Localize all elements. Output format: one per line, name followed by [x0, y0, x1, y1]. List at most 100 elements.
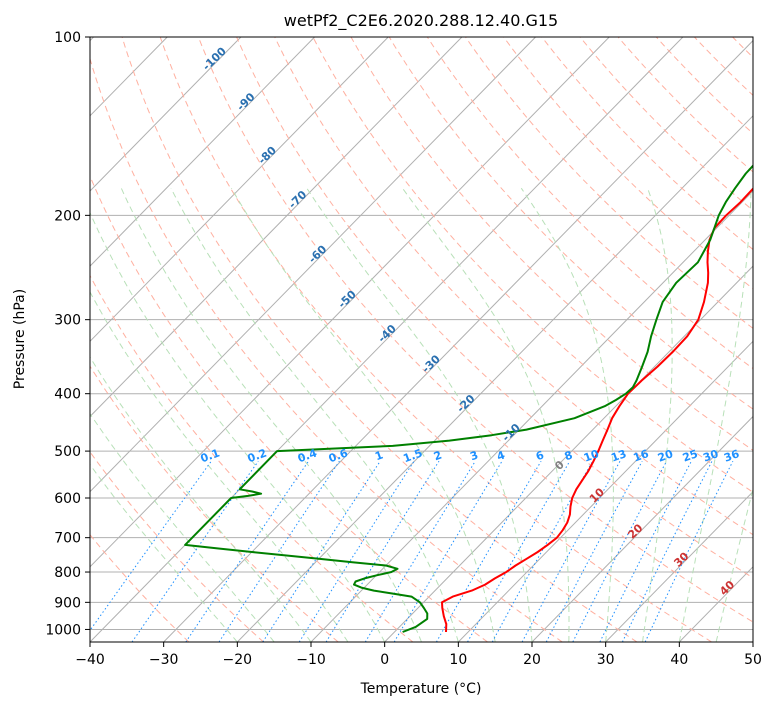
moist-adiabat: [715, 487, 753, 642]
isotherm-line: [90, 37, 242, 192]
isotherm-line: [236, 115, 753, 642]
series-layer: [184, 164, 753, 633]
moist-adiabat: [170, 187, 459, 642]
moist-adiabat: [90, 412, 275, 642]
y-axis: 100 200 300 400 500 600 700 800 900 1000: [45, 30, 90, 638]
mixing-ratio-label: 4: [495, 448, 507, 463]
moist-adiabat: [90, 290, 349, 642]
dry-adiabat: [426, 37, 753, 370]
temperature-line: [441, 187, 753, 633]
mixing-ratio-line: [644, 460, 734, 642]
dry-adiabat: [90, 57, 563, 642]
mixing-ratio-label: 13: [609, 447, 628, 464]
mixing-ratio-label: 20: [656, 447, 675, 465]
mixing-ratio-label: 0.2: [246, 446, 269, 465]
x-tick-label: 10: [449, 652, 467, 668]
plot-area: [90, 37, 753, 642]
dry-adiabat: [465, 37, 753, 329]
mixing-ratio-label: 2: [432, 448, 444, 463]
y-tick-label: 800: [54, 565, 81, 581]
y-tick-label: 200: [54, 208, 81, 224]
mixing-ratio-line: [435, 460, 542, 642]
mixing-ratio-label: 3: [468, 448, 480, 463]
y-tick-label: 700: [54, 531, 81, 547]
isotherm-line: [90, 37, 463, 418]
mixing-ratio-line: [364, 460, 476, 642]
dry-adiabat: [90, 174, 488, 642]
y-tick-label: 900: [54, 595, 81, 611]
dry-adiabat: [236, 37, 753, 579]
mixing-ratio-label: 0.1: [199, 446, 222, 465]
isotherm-line: [605, 490, 753, 642]
dry-adiabat: [121, 37, 638, 642]
isotherm-line: [310, 190, 753, 642]
y-tick-label: 400: [54, 387, 81, 403]
isotherm-line: [531, 415, 753, 642]
chart-title: wetPf2_C2E6.2020.288.12.40.G15: [284, 11, 558, 31]
x-tick-label: 40: [670, 652, 688, 668]
mixing-ratio-line: [621, 460, 713, 642]
mixing-ratio-label: 10: [582, 447, 601, 465]
dry-adiabat: [159, 37, 712, 642]
isotherm-line: [163, 39, 753, 642]
x-axis-title: Temperature (°C): [360, 681, 482, 697]
dry-adiabat: [350, 37, 753, 451]
mixing-ratio-label: 8: [563, 448, 575, 463]
isotherm-line: [384, 265, 753, 642]
moist-adiabat: [678, 188, 752, 642]
y-axis-title: Pressure (hPa): [12, 289, 28, 389]
mixing-ratio-line: [572, 460, 668, 642]
mixing-ratio-line: [218, 460, 340, 642]
dry-adiabat: [579, 37, 753, 212]
mixing-ratio-line: [467, 460, 571, 642]
x-tick-label: 0: [380, 652, 389, 668]
mixing-ratio-line: [90, 460, 212, 632]
moist-adiabat: [230, 187, 496, 642]
mixing-ratio-line: [393, 460, 503, 642]
dry-adiabat: [312, 37, 753, 493]
mixing-ratio-label: 1.5: [402, 446, 425, 465]
y-tick-label: 300: [54, 313, 81, 329]
mixing-ratio-line: [325, 460, 440, 642]
mixing-ratio-label: 0.4: [296, 446, 319, 465]
mixing-ratio-label: 6: [534, 448, 546, 463]
mixing-ratio-line: [131, 460, 259, 642]
dry-adiabat: [274, 37, 753, 536]
dewpoint-line: [184, 164, 753, 633]
dry-adiabat: [90, 451, 264, 642]
mixing-ratio-label: 25: [681, 447, 700, 464]
mixing-ratio-layer: [90, 460, 734, 642]
moist-adiabat: [642, 188, 673, 642]
y-tick-label: 600: [54, 491, 81, 507]
isotherm-line: [90, 37, 536, 493]
mixing-ratio-label: 36: [722, 447, 741, 465]
x-axis: −40 −30 −20 −10 0 10 20 30 40 50: [75, 642, 762, 668]
isotherm-line: [90, 37, 610, 568]
isotherm-line: [457, 340, 753, 642]
dry-adiabat: [617, 37, 753, 173]
moist-adiabat: [90, 211, 386, 642]
x-tick-label: −30: [149, 652, 179, 668]
mixing-ratio-label: 0.6: [327, 446, 350, 465]
moist-adiabat: [520, 187, 614, 642]
isotherm-line: [90, 37, 315, 267]
y-tick-label: 1000: [45, 622, 81, 638]
isotherm-line: [90, 37, 389, 343]
x-tick-label: −10: [296, 652, 326, 668]
x-tick-label: 20: [523, 652, 541, 668]
x-tick-label: 50: [744, 652, 762, 668]
y-tick-label: 500: [54, 444, 81, 460]
mixing-ratio-line: [599, 460, 692, 642]
dry-adiabat: [90, 274, 414, 642]
adiabat-layer: [90, 37, 753, 642]
x-tick-label: 30: [597, 652, 615, 668]
moist-adiabat: [120, 187, 422, 642]
mixing-ratio-label: 1: [373, 448, 385, 463]
x-tick-label: −20: [223, 652, 253, 668]
moist-adiabat: [306, 187, 533, 642]
mixing-ratio-label: 16: [632, 447, 651, 465]
moist-adiabat: [90, 463, 238, 642]
dry-adiabat: [388, 37, 753, 410]
